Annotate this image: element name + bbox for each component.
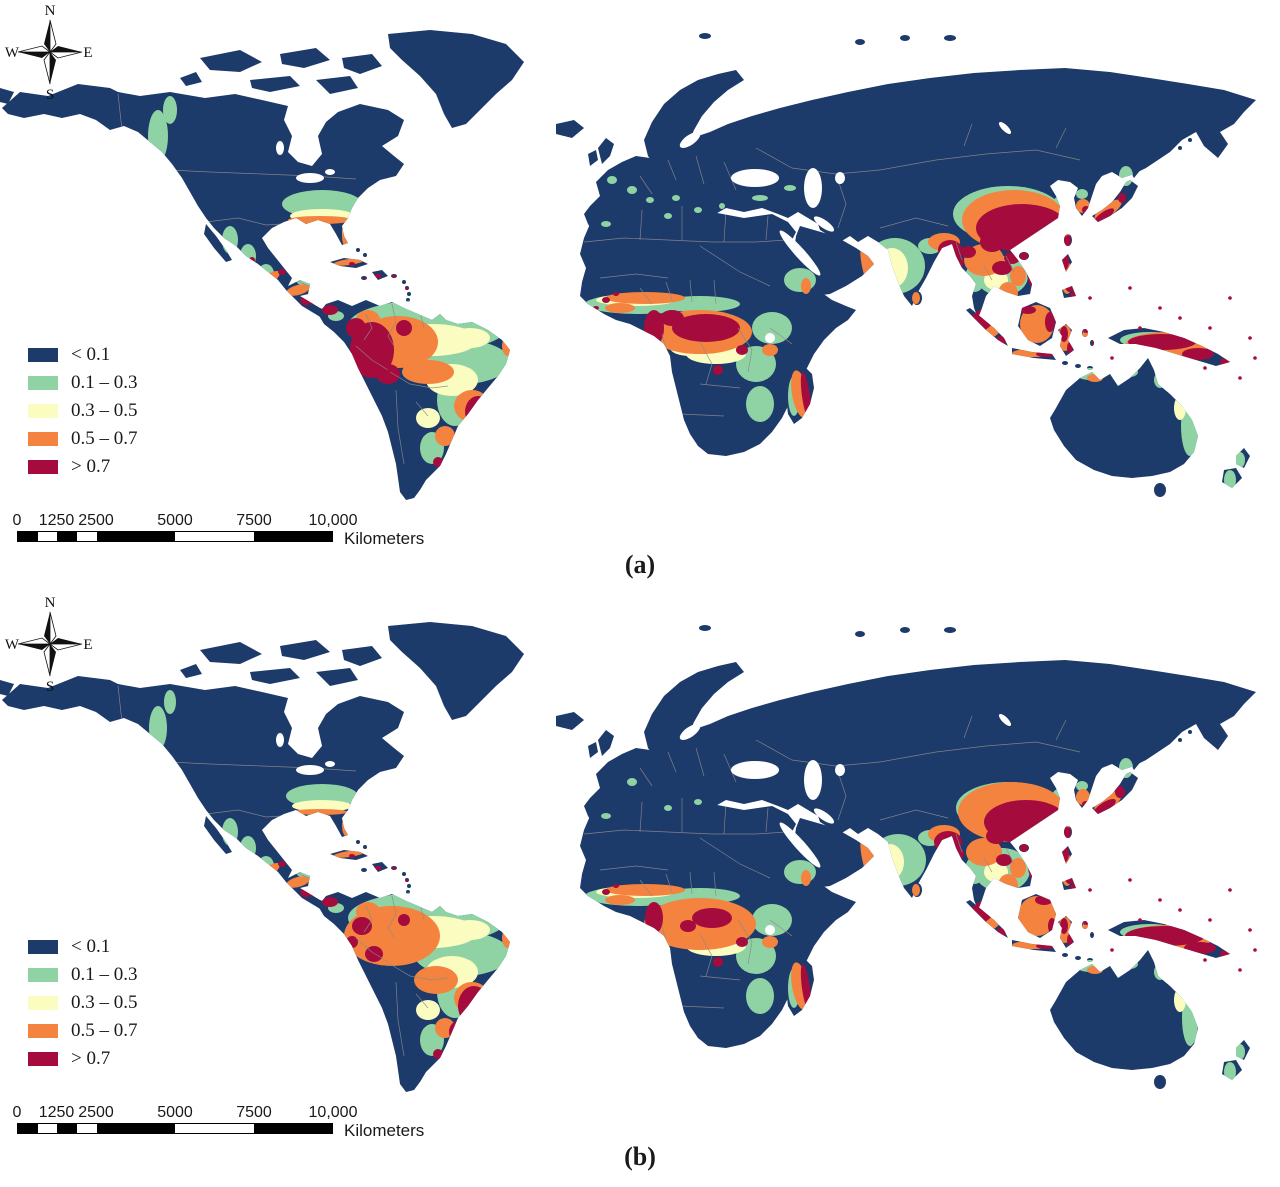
scale-bar-segments [17,1123,333,1134]
legend-swatch [28,996,58,1010]
scale-tick-label: 0 [12,1104,22,1121]
compass-west-label: W [5,637,20,653]
scale-bar-unit: Kilometers [344,1121,425,1140]
legend: < 0.1 0.1 – 0.3 0.3 – 0.5 0.5 – 0.7 > 0.… [28,344,138,488]
scale-tick-label: 5000 [157,1104,193,1121]
legend-item: 0.5 – 0.7 [28,1020,138,1041]
legend-label: > 0.7 [71,456,111,477]
legend-item: 0.1 – 0.3 [28,372,138,393]
scale-tick-label: 1250 [38,1104,75,1121]
compass-south-label: S [46,87,54,102]
figure-panel-b: N S W E < 0.1 0.1 – 0.3 0.3 – 0.5 0.5 – … [0,592,1280,1187]
panel-b-caption: (b) [624,1142,656,1171]
legend-swatch [28,404,58,418]
compass-rose: N S W E [5,3,93,102]
legend-swatch [28,460,58,474]
legend-label: < 0.1 [71,344,111,365]
legend-item: < 0.1 [28,344,138,365]
legend-item: 0.3 – 0.5 [28,992,138,1013]
scale-tick-label: 0 [12,512,22,529]
scale-bar: 0 1250 2500 5000 7500 10,000 Kilometers [13,1104,457,1140]
scale-tick-label: 7500 [236,512,272,529]
compass-north-label: N [45,595,56,611]
legend-label: 0.3 – 0.5 [71,992,138,1013]
legend-swatch [28,940,58,954]
legend-item: 0.1 – 0.3 [28,964,138,985]
compass-south-label: S [46,679,54,694]
legend: < 0.1 0.1 – 0.3 0.3 – 0.5 0.5 – 0.7 > 0.… [28,936,138,1080]
legend-label: > 0.7 [71,1048,111,1069]
scale-tick-label: 1250 [38,512,75,529]
scale-tick-label: 2500 [78,1104,114,1121]
legend-label: 0.5 – 0.7 [71,1020,138,1041]
compass-east-label: E [83,637,92,653]
compass-north-label: N [45,3,56,19]
legend-swatch [28,376,58,390]
scale-bar-unit: Kilometers [344,529,425,548]
scale-tick-label: 10,000 [308,1104,358,1121]
compass-star [17,19,83,85]
scale-bar: 0 1250 2500 5000 7500 10,000 Kilometers [13,512,457,548]
scale-bar-labels: 0 1250 2500 5000 7500 10,000 [13,1104,457,1121]
legend-item: 0.3 – 0.5 [28,400,138,421]
world-map-b [0,622,1257,1092]
legend-label: < 0.1 [71,936,111,957]
scale-tick-label: 7500 [236,1104,272,1121]
legend-swatch [28,1024,58,1038]
legend-item: > 0.7 [28,456,138,477]
legend-label: 0.1 – 0.3 [71,964,138,985]
compass-star [17,611,83,677]
legend-swatch [28,348,58,362]
panel-a-caption: (a) [624,550,656,579]
legend-swatch [28,1052,58,1066]
legend-label: 0.5 – 0.7 [71,428,138,449]
scale-tick-label: 5000 [157,512,193,529]
world-map-a [0,30,1257,500]
legend-item: > 0.7 [28,1048,138,1069]
figure-panel-a: N S W E < 0.1 0.1 – 0.3 0.3 – 0.5 0.5 – … [0,0,1280,592]
legend-label: 0.3 – 0.5 [71,400,138,421]
legend-swatch [28,968,58,982]
legend-label: 0.1 – 0.3 [71,372,138,393]
scale-bar-labels: 0 1250 2500 5000 7500 10,000 [13,512,457,529]
scale-tick-label: 2500 [78,512,114,529]
legend-item: < 0.1 [28,936,138,957]
legend-item: 0.5 – 0.7 [28,428,138,449]
scale-tick-label: 10,000 [308,512,358,529]
legend-swatch [28,432,58,446]
compass-west-label: W [5,45,20,61]
compass-east-label: E [83,45,92,61]
compass-rose: N S W E [5,595,93,694]
scale-bar-segments [17,531,333,542]
